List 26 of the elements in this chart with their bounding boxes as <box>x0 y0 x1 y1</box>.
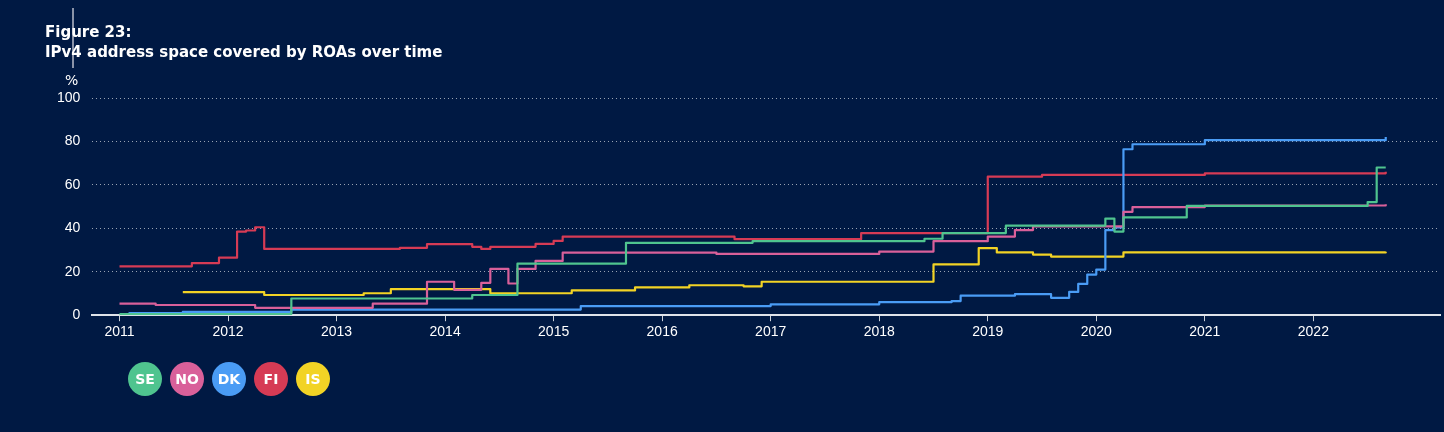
x-tick-label: 2019 <box>972 323 1004 340</box>
x-tick-label: 2014 <box>429 323 461 340</box>
x-tick-label: 2018 <box>863 323 896 340</box>
text: SE <box>128 362 162 396</box>
y-tick-label: 100 <box>57 88 81 105</box>
x-tick-label: 2013 <box>320 323 353 340</box>
y-tick-label: 20 <box>64 262 81 279</box>
x-tick-label: 2017 <box>755 323 787 340</box>
text: DK <box>212 362 246 396</box>
y-tick-label: 40 <box>64 219 81 236</box>
chart-title: Figure 23: <box>45 22 132 41</box>
text: IS <box>296 362 330 396</box>
y-tick-label: 0 <box>72 306 81 323</box>
x-tick-label: 2012 <box>212 323 244 340</box>
x-tick-label: 2016 <box>646 323 678 340</box>
text: NO <box>170 362 204 396</box>
x-tick-label: 2011 <box>104 323 135 340</box>
x-tick-label: 2015 <box>538 323 570 340</box>
chart-subtitle: IPv4 address space covered by ROAs over time <box>45 42 443 61</box>
y-tick-label: 60 <box>64 175 81 192</box>
y-tick-label: 80 <box>64 132 81 149</box>
x-tick-label: 2020 <box>1080 323 1113 340</box>
x-tick-label: 2021 <box>1189 323 1221 340</box>
y-axis-title: % <box>65 71 79 88</box>
text: FI <box>254 362 288 396</box>
x-tick-label: 2022 <box>1297 323 1330 340</box>
